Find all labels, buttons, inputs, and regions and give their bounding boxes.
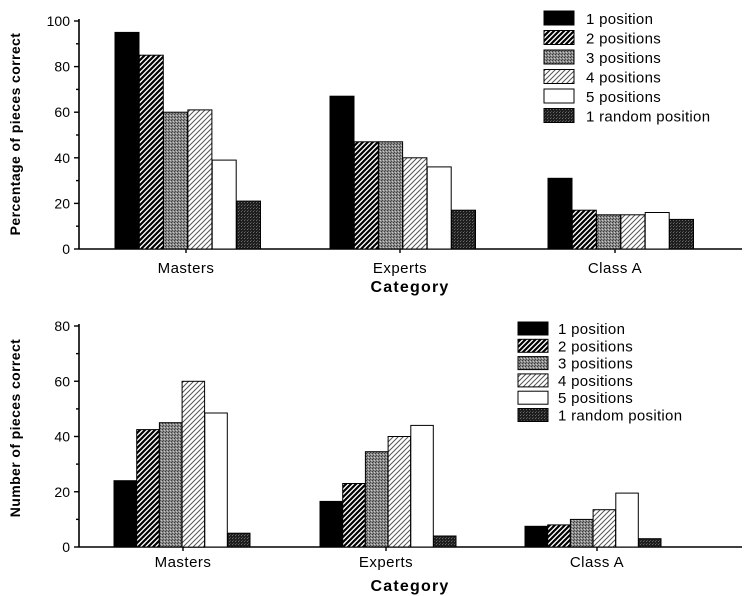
chart-count-categories: Masters Experts Class A (155, 554, 624, 571)
pct-bar-3-1 (163, 111, 189, 250)
count-category-label: Masters (155, 554, 212, 571)
count-bar-1-3 (524, 525, 548, 548)
count-bar-2-2 (342, 483, 366, 548)
chart-percentage-ylabel: Percentage of pieces correct (7, 33, 23, 236)
count-bar-5-3 (615, 492, 639, 548)
pct-bar-6-3 (669, 218, 694, 250)
count-legend-swatch (517, 356, 549, 371)
count-category-label: Experts (359, 554, 413, 571)
pct-y-tick-label: 60 (54, 104, 70, 120)
pct-y-tick-label: 20 (54, 195, 70, 211)
count-bar-1-1 (113, 480, 137, 548)
pct-category-label: Experts (373, 260, 427, 277)
pct-bar-2-1 (138, 54, 164, 250)
pct-bar-4-3 (620, 214, 646, 250)
pct-legend-label: 1 random position (586, 109, 710, 126)
count-y-tick-label: 0 (62, 539, 70, 555)
count-bar-2-1 (136, 429, 160, 548)
count-bar-4-3 (592, 509, 617, 548)
pct-y-tick-label: 80 (54, 59, 70, 75)
pct-bar-5-3 (644, 212, 670, 250)
pct-category-label: Masters (158, 260, 215, 277)
count-bar-5-2 (410, 424, 434, 548)
count-bar-1-2 (319, 500, 343, 548)
pct-y-tick-label: 0 (62, 241, 70, 257)
count-legend-swatch (517, 321, 549, 336)
count-bar-5-1 (204, 412, 228, 548)
count-legend-label: 1 position (558, 321, 625, 338)
count-bar-2-3 (547, 524, 571, 548)
chart-percentage-xlabel: Category (371, 279, 450, 296)
count-legend-swatch (517, 373, 549, 388)
chart-percentage-legend: 1 position 2 positions 3 positions 4 positi… (543, 10, 710, 126)
count-y-tick-label: 40 (54, 429, 70, 445)
pct-bar-1-3 (547, 177, 573, 250)
pct-y-tick-label: 40 (54, 150, 70, 166)
count-bar-3-1 (158, 422, 183, 548)
pct-bar-5-2 (426, 166, 452, 250)
pct-bar-4-1 (187, 109, 213, 250)
count-legend-label: 3 positions (558, 356, 633, 373)
pct-bar-1-1 (114, 31, 140, 250)
pct-bar-2-2 (353, 141, 379, 250)
count-legend-swatch (517, 408, 549, 422)
pct-bar-6-2 (451, 209, 476, 250)
pct-legend-label: 5 positions (586, 89, 661, 106)
count-legend-label: 5 positions (558, 390, 633, 407)
pct-legend-label: 2 positions (586, 31, 661, 48)
pct-legend-swatch (543, 49, 575, 65)
pct-bar-2-3 (571, 209, 597, 250)
count-y-tick-label: 60 (54, 373, 70, 389)
pct-bar-6-1 (236, 200, 261, 250)
pct-legend-swatch (543, 69, 575, 84)
count-y-tick-label: 20 (54, 484, 70, 500)
chart-percentage-categories: Masters Experts Class A (158, 260, 642, 277)
chart-percentage: Percentage of pieces correct 0 20 40 60 80 10… (7, 10, 742, 296)
pct-legend-label: 3 positions (586, 50, 661, 67)
chart-count-xlabel: Category (371, 578, 450, 595)
count-bar-3-3 (569, 518, 594, 548)
count-bar-3-2 (364, 451, 389, 548)
chart-count: Number of pieces correct 0 20 40 60 80 Maste… (7, 318, 742, 595)
count-category-label: Class A (570, 554, 624, 571)
pct-legend-label: 4 positions (586, 70, 661, 87)
count-legend-swatch (517, 338, 549, 353)
pct-legend-swatch (543, 108, 575, 123)
pct-bar-4-2 (402, 157, 428, 250)
chart-count-ylabel: Number of pieces correct (7, 339, 23, 517)
count-bar-4-1 (181, 380, 206, 548)
count-y-tick-label: 80 (54, 318, 70, 334)
pct-y-tick-label: 100 (47, 13, 71, 29)
pct-bar-1-2 (329, 95, 355, 250)
chart-count-bars (113, 380, 662, 548)
count-legend-label: 1 random position (558, 408, 682, 425)
pct-legend-swatch (543, 88, 575, 104)
count-bar-4-2 (387, 436, 412, 548)
pct-bar-5-1 (211, 159, 237, 250)
chart-percentage-bars (114, 31, 694, 250)
count-legend-label: 2 positions (558, 338, 633, 355)
pct-bar-3-3 (596, 214, 622, 250)
pct-legend-swatch (543, 30, 575, 45)
count-legend-swatch (517, 390, 549, 405)
pct-bar-3-2 (378, 141, 404, 250)
count-bar-6-2 (433, 535, 457, 548)
pct-legend-swatch (543, 10, 575, 26)
pct-legend-label: 1 position (586, 11, 653, 28)
pct-category-label: Class A (588, 260, 642, 277)
count-bar-6-3 (638, 538, 662, 548)
count-bar-6-1 (227, 532, 251, 548)
count-legend-label: 4 positions (558, 373, 633, 390)
